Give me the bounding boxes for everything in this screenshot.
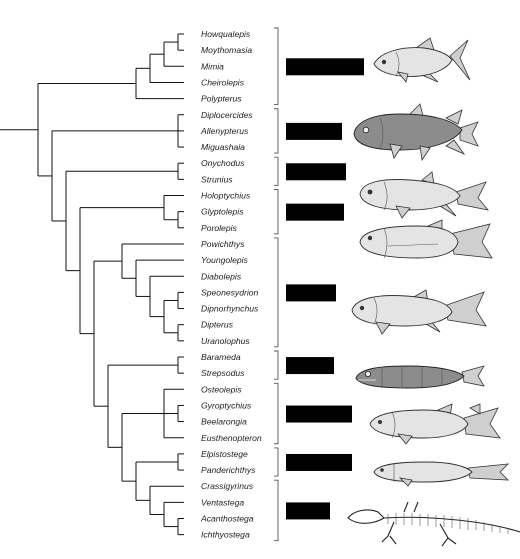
group-bracket (274, 479, 279, 542)
taxon-label: Crassigyrinus (201, 481, 254, 491)
taxon-label: Uranolophus (201, 336, 250, 346)
taxon-label: Elpistostege (201, 449, 248, 459)
taxon-label: Barameda (201, 352, 241, 362)
taxon-label: Ichthyostega (201, 530, 250, 540)
group-bracket (274, 350, 279, 380)
group-label-boxes (286, 58, 364, 520)
lungfish-icon (351, 289, 487, 335)
group-bracket (274, 108, 279, 154)
group-brackets (274, 27, 279, 542)
taxon-labels: Howqualepis Moythomasia Mimia Cheirolepis Po… (200, 29, 262, 540)
taxon-label: Holoptychius (201, 191, 251, 201)
taxon-label: Dipterus (201, 320, 234, 330)
osteolepiform-fish-icon (369, 403, 501, 445)
tree-branches (0, 33, 184, 536)
taxon-label: Howqualepis (201, 29, 251, 39)
elpistostegid-fish-icon (373, 461, 510, 487)
taxon-label: Onychodus (201, 158, 245, 168)
group-bracket (274, 382, 279, 445)
group-label-box (286, 405, 352, 423)
taxon-label: Polypterus (201, 94, 242, 104)
taxon-label: Panderichthys (201, 465, 256, 475)
taxon-label: Cheirolepis (201, 77, 245, 87)
taxon-label: Strepsodus (201, 368, 245, 378)
group-label-box (286, 122, 342, 140)
onychodont-fish-icon (359, 171, 490, 219)
taxon-label: Beelarongia (201, 417, 247, 427)
group-bracket (274, 156, 279, 186)
taxon-label: Allenypterus (200, 126, 249, 136)
group-label-box (286, 203, 344, 221)
taxon-label: Strunius (201, 174, 233, 184)
taxon-label: Diabolepis (201, 271, 242, 281)
group-bracket (274, 237, 279, 348)
taxon-label: Powichthys (201, 239, 245, 249)
early-tetrapod-skeleton-icon (347, 501, 520, 547)
taxon-label: Osteolepis (201, 384, 242, 394)
taxon-label: Eusthenopteron (201, 433, 262, 443)
taxon-label: Miguashaia (201, 142, 245, 152)
taxon-label: Diplocercides (201, 110, 253, 120)
group-label-box (286, 163, 346, 181)
group-label-box (286, 58, 364, 76)
taxon-label: Dipnorhynchus (201, 304, 259, 314)
taxon-label: Youngolepis (201, 255, 249, 265)
coelacanth-fish-icon (353, 103, 479, 162)
rhizodont-fish-icon (355, 365, 485, 389)
taxon-label: Porolepis (201, 223, 238, 233)
group-bracket (274, 447, 279, 477)
group-label-box (286, 357, 334, 375)
taxon-label: Ventastega (201, 497, 244, 507)
taxon-label: Gyroptychius (201, 400, 252, 410)
group-label-box (286, 284, 336, 302)
taxon-label: Moythomasia (201, 45, 252, 55)
taxon-label: Glyptolepis (201, 207, 244, 217)
group-bracket (274, 189, 279, 235)
group-bracket (274, 27, 279, 106)
group-label-box (286, 453, 352, 471)
taxon-label: Mimia (201, 61, 224, 71)
porolepiform-fish-icon (359, 219, 493, 259)
taxon-label: Speonesydrion (201, 287, 259, 297)
group-label-box (286, 502, 330, 520)
taxon-label: Acanthostega (200, 514, 254, 524)
actinopterygian-fish-icon (373, 37, 471, 83)
